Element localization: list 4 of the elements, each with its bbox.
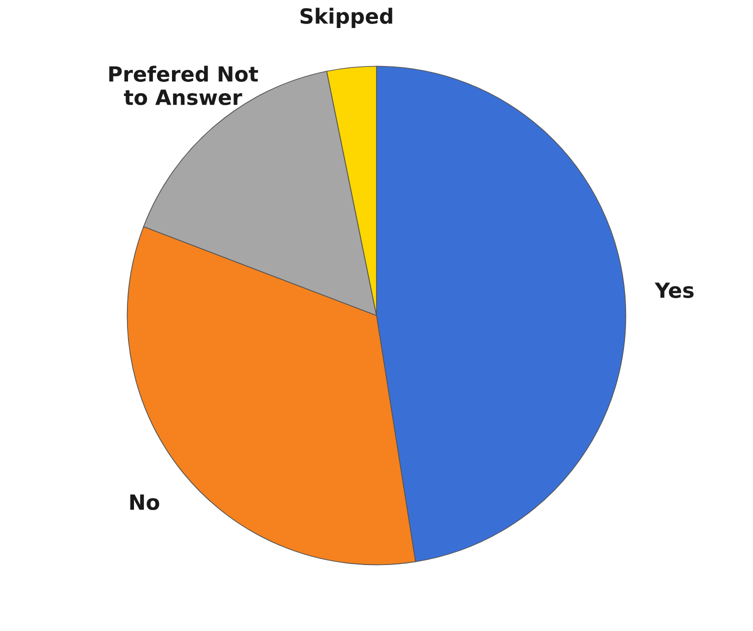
slice-label: Skipped	[300, 8, 392, 28]
slice-label: Yes	[654, 282, 694, 298]
slice-label: No	[130, 494, 160, 510]
slice-label: Prefered Not to Answer	[109, 66, 258, 106]
